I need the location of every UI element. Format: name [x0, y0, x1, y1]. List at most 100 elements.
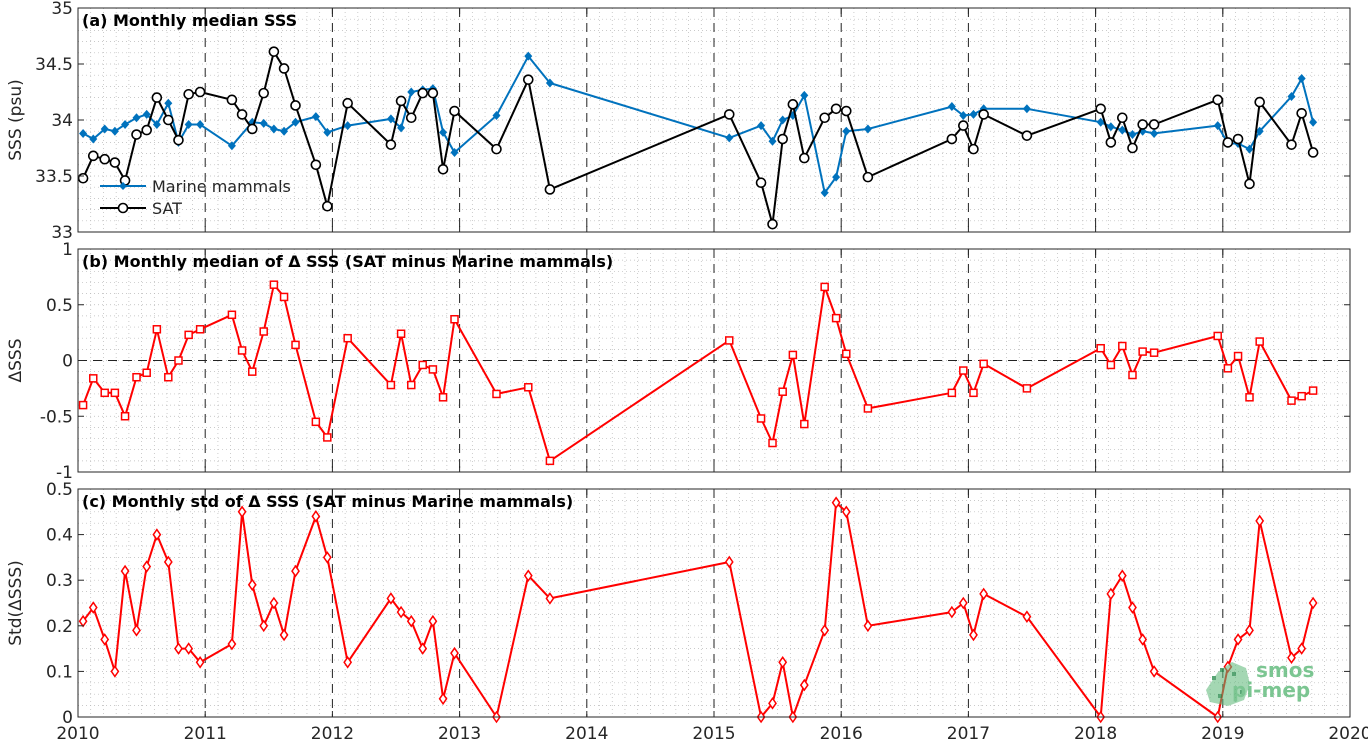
panel-b-y-ticks: -1 -0.5 0 0.5 1: [40, 240, 1351, 483]
data-point: [946, 133, 958, 145]
panel-b: -1 -0.5 0 0.5 1 (b) Monthly median of Δ SSS …: [6, 240, 1351, 483]
data-point: [777, 133, 788, 145]
data-point: [310, 159, 322, 171]
data-point: [269, 124, 278, 134]
data-point: [183, 88, 194, 100]
data-point: [259, 327, 268, 336]
y-tick-label: 0: [62, 352, 73, 372]
data-point: [164, 372, 173, 382]
data-point: [395, 95, 407, 107]
data-point: [819, 112, 830, 124]
data-point: [417, 87, 429, 99]
data-point: [141, 124, 152, 136]
data-point: [1245, 393, 1254, 402]
data-point: [1137, 119, 1148, 130]
data-point: [979, 359, 988, 369]
data-point: [725, 336, 734, 345]
data-point: [1297, 74, 1306, 84]
data-point: [438, 393, 448, 402]
data-point: [1128, 601, 1137, 614]
data-point: [820, 624, 830, 637]
y-tick-label: -0.5: [40, 407, 73, 427]
data-point: [947, 388, 957, 398]
data-point: [259, 619, 269, 633]
data-point: [1106, 122, 1115, 132]
data-point: [1022, 104, 1031, 114]
data-point: [142, 368, 151, 378]
data-point: [1118, 125, 1127, 135]
legend-sat-label: SAT: [152, 199, 182, 218]
panel-c-title: (c) Monthly std of Δ SSS (SAT minus Mari…: [82, 492, 573, 511]
data-point: [840, 105, 852, 117]
data-point: [767, 218, 778, 230]
data-point: [163, 114, 174, 126]
panel-b-year-lines: [78, 249, 1350, 472]
data-point: [1138, 633, 1148, 646]
logo-emblem-icon: [1206, 662, 1250, 706]
data-point: [405, 112, 417, 124]
data-point: [428, 614, 438, 628]
panel-b-y-label: ΔSSS: [6, 338, 26, 382]
logo-emblem-dots-icon: [1212, 668, 1244, 698]
data-point: [862, 171, 874, 183]
smos-pi-mep-logo: smos pi-mep: [1206, 658, 1314, 706]
data-point: [1096, 343, 1105, 353]
y-tick-label: -1: [56, 463, 73, 483]
data-point: [756, 414, 766, 423]
legend-sat-marker: [117, 202, 129, 214]
data-point: [1286, 139, 1297, 150]
data-point: [800, 90, 809, 100]
data-point: [768, 136, 777, 146]
data-point: [1296, 107, 1307, 119]
data-point: [226, 94, 238, 106]
data-point: [110, 665, 120, 678]
data-point: [279, 292, 289, 302]
data-point: [343, 333, 352, 343]
data-point: [830, 103, 842, 115]
data-point: [120, 564, 130, 578]
data-point: [1287, 91, 1296, 101]
data-point: [724, 555, 734, 569]
data-point: [194, 86, 206, 98]
data-point: [246, 123, 258, 135]
data-point: [450, 147, 459, 157]
data-point: [1096, 117, 1105, 127]
data-point: [110, 388, 120, 398]
data-point: [1117, 569, 1127, 582]
data-point: [1213, 121, 1222, 131]
data-point: [269, 280, 279, 289]
data-point: [1233, 633, 1243, 646]
y-tick-label: 34.5: [35, 55, 73, 75]
panel-a-legend: Marine mammals SAT: [100, 177, 291, 218]
data-point: [164, 98, 173, 108]
legend-mammals-label: Marine mammals: [152, 177, 291, 196]
data-point: [407, 87, 416, 97]
data-point: [396, 329, 406, 338]
data-point: [1244, 178, 1255, 190]
data-point: [1148, 119, 1160, 130]
data-point: [450, 314, 459, 324]
data-point: [1138, 347, 1147, 356]
data-point: [396, 605, 406, 619]
data-point: [820, 282, 829, 292]
data-point: [544, 184, 556, 195]
data-point: [428, 365, 438, 374]
y-tick-label: 33: [51, 223, 73, 243]
data-point: [968, 143, 979, 155]
data-point: [778, 655, 788, 669]
data-point: [725, 133, 734, 143]
data-point: [291, 117, 300, 127]
y-tick-label: 0.5: [46, 296, 73, 316]
y-tick-label: 0.4: [46, 526, 73, 546]
data-point: [258, 87, 270, 99]
data-point: [545, 456, 555, 466]
x-tick-label: 2013: [438, 724, 481, 744]
data-point: [1213, 331, 1222, 341]
y-tick-label: 33.5: [35, 167, 73, 187]
data-point: [522, 74, 534, 85]
data-point: [799, 678, 809, 692]
y-tick-label: 0.3: [46, 571, 73, 591]
panel-a-title: (a) Monthly median SSS: [82, 11, 297, 30]
data-point: [227, 141, 236, 151]
